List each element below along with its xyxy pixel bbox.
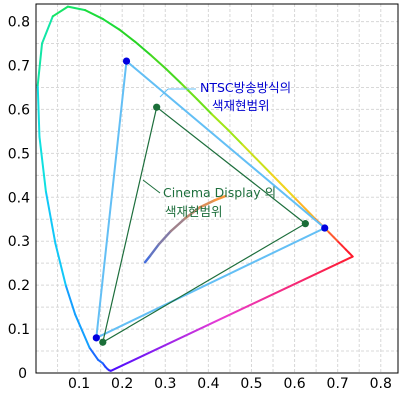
y-tick-label: 0.7 — [8, 59, 30, 75]
tick-labels: 0.1 0.2 0.3 0.4 0.5 0.6 0.7 0.8 0 0.1 0.2 0.3 0.4 0.5… — [8, 15, 392, 392]
y-tick-label: 0.8 — [8, 15, 30, 31]
y-tick-label: 0.5 — [8, 146, 30, 162]
planckian-locus-segment — [157, 229, 173, 246]
x-tick-label: 0.1 — [68, 376, 90, 392]
x-tick-label: 0.2 — [111, 376, 133, 392]
planckian-locus-segment — [143, 254, 152, 264]
spectral-locus-segment — [74, 313, 91, 349]
planckian-locus-segment — [169, 217, 187, 233]
spectral-locus-segment — [66, 5, 87, 12]
planckian-locus-segment — [149, 243, 161, 257]
x-tick-label: 0.7 — [327, 376, 349, 392]
x-tick-label: 0.6 — [283, 376, 305, 392]
grid — [35, 3, 399, 374]
spectral-locus-segment — [180, 82, 198, 100]
spectral-locus-segment — [88, 346, 100, 361]
planckian-locus-segment — [183, 206, 201, 220]
spectral-locus-segment — [84, 9, 104, 20]
ntsc-vertex-point — [92, 334, 100, 342]
spectral-locus-segment — [328, 231, 335, 239]
spectral-locus-segment — [64, 284, 77, 316]
spectral-locus-segment — [165, 68, 183, 85]
spectral-locus-segment — [38, 135, 47, 193]
y-tick-label: 0.4 — [8, 190, 30, 206]
spectral-locus-segment — [294, 198, 308, 211]
cinema-display-gamut-triangle — [101, 106, 307, 344]
ntsc-annotation-line: NTSC방송방식의 — [200, 80, 291, 95]
y-tick-label: 0.6 — [8, 102, 30, 118]
spectral-locus-segment — [269, 172, 285, 188]
spectral-locus-segment — [149, 53, 168, 71]
gamut-vertices — [92, 57, 329, 346]
spectral-locus-segment — [210, 113, 229, 131]
y-tick-label: 0 — [18, 366, 27, 382]
planckian-locus-segment — [213, 194, 227, 202]
cinema-annotation-line: Cinema Display 의 — [163, 185, 276, 200]
spectral-locus-segment — [41, 15, 54, 45]
cinema-display-vertex-point — [153, 103, 161, 111]
cinema-annotation-line: 색재현범위 — [165, 204, 223, 219]
spectral-locus-segment — [255, 158, 272, 175]
spectral-locus-segment — [36, 42, 44, 87]
spectral-locus-segment — [118, 28, 137, 43]
spectral-locus-segment — [51, 5, 69, 18]
curves-layer — [36, 5, 354, 372]
ntsc-annotation-line: 색재현범위 — [212, 98, 270, 113]
ntsc-vertex-point — [122, 57, 131, 65]
cinema-display-vertex-point — [99, 338, 107, 346]
planckian-locus-segment — [198, 199, 216, 209]
y-tick-label: 0.2 — [8, 278, 30, 294]
spectral-locus-segment — [282, 185, 297, 201]
gamut-triangles — [95, 59, 327, 344]
plot-frame — [35, 3, 399, 374]
x-tick-label: 0.4 — [197, 376, 219, 392]
spectral-locus-segment — [195, 97, 213, 116]
ntsc-leader-line — [159, 88, 169, 98]
ntsc-vertex-point — [321, 224, 329, 232]
spectral-locus-segment — [44, 190, 57, 245]
spectral-locus-segment — [134, 40, 152, 56]
spectral-locus-segment — [241, 143, 258, 161]
spectral-locus-segment — [226, 128, 244, 146]
spectral-locus-segment — [305, 208, 317, 220]
spectral-locus-segment — [36, 84, 41, 138]
y-tick-label: 0.1 — [8, 322, 30, 338]
cinema-leader-line — [142, 179, 161, 194]
x-tick-label: 0.8 — [370, 376, 392, 392]
line-of-purples — [110, 255, 354, 372]
spectral-locus-segment — [101, 17, 121, 31]
ntsc-gamut-triangle — [95, 59, 327, 340]
cinema-display-vertex-point — [301, 220, 309, 228]
x-tick-label: 0.5 — [240, 376, 262, 392]
spectral-locus-segment — [332, 236, 340, 243]
x-tick-label: 0.3 — [154, 376, 176, 392]
spectral-locus-segment — [54, 242, 67, 287]
y-tick-label: 0.3 — [8, 234, 30, 250]
